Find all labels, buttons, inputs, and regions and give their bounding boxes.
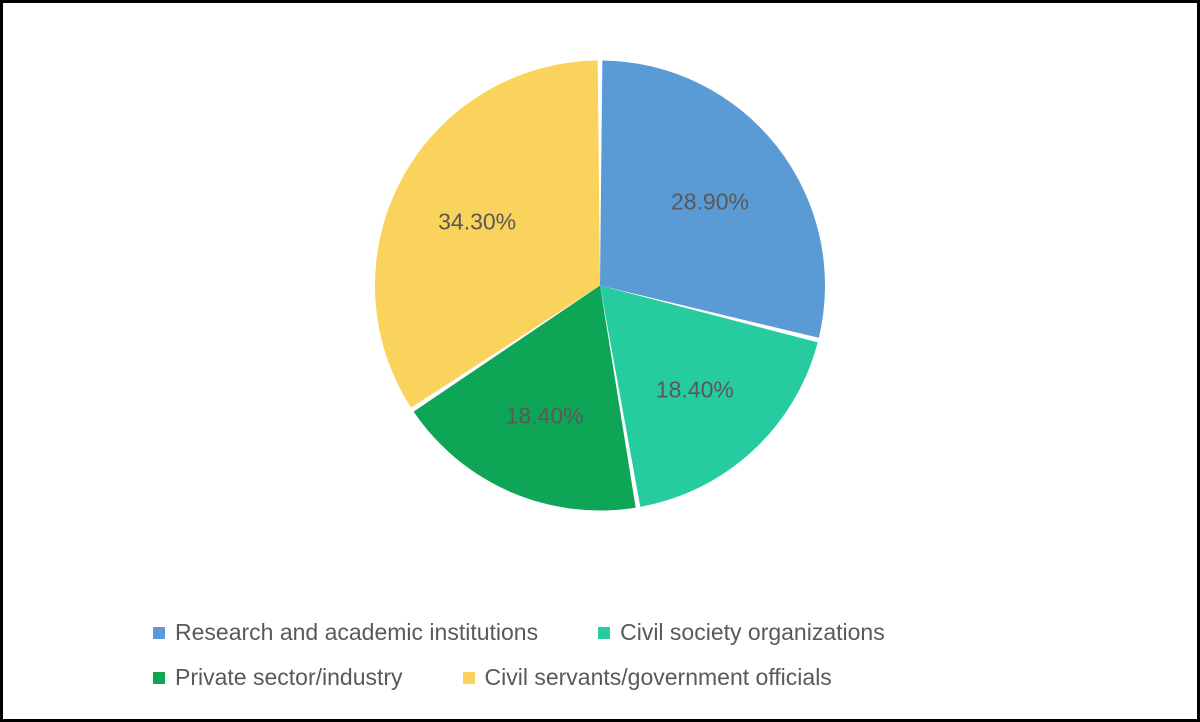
- pie-chart-area: 28.90% 18.40% 18.40% 34.30%: [3, 3, 1197, 573]
- pie-chart: [371, 57, 829, 520]
- pie-slice-label: 34.30%: [438, 208, 516, 235]
- legend: Research and academic institutions Civil…: [3, 619, 1197, 691]
- chart-frame: 28.90% 18.40% 18.40% 34.30% Research and ac…: [0, 0, 1200, 722]
- legend-item: Private sector/industry: [153, 664, 403, 691]
- legend-item: Civil society organizations: [598, 619, 885, 646]
- legend-label: Civil society organizations: [620, 619, 885, 646]
- legend-swatch-icon: [153, 627, 165, 639]
- legend-label: Civil servants/government officials: [485, 664, 832, 691]
- legend-label: Private sector/industry: [175, 664, 403, 691]
- legend-swatch-icon: [463, 672, 475, 684]
- legend-item: Civil servants/government officials: [463, 664, 832, 691]
- legend-swatch-icon: [153, 672, 165, 684]
- pie-svg: [371, 57, 829, 515]
- pie-slice-label: 18.40%: [506, 403, 584, 430]
- pie-slice-label: 28.90%: [671, 189, 749, 216]
- pie-slice-label: 18.40%: [656, 377, 734, 404]
- legend-item: Research and academic institutions: [153, 619, 538, 646]
- legend-swatch-icon: [598, 627, 610, 639]
- legend-label: Research and academic institutions: [175, 619, 538, 646]
